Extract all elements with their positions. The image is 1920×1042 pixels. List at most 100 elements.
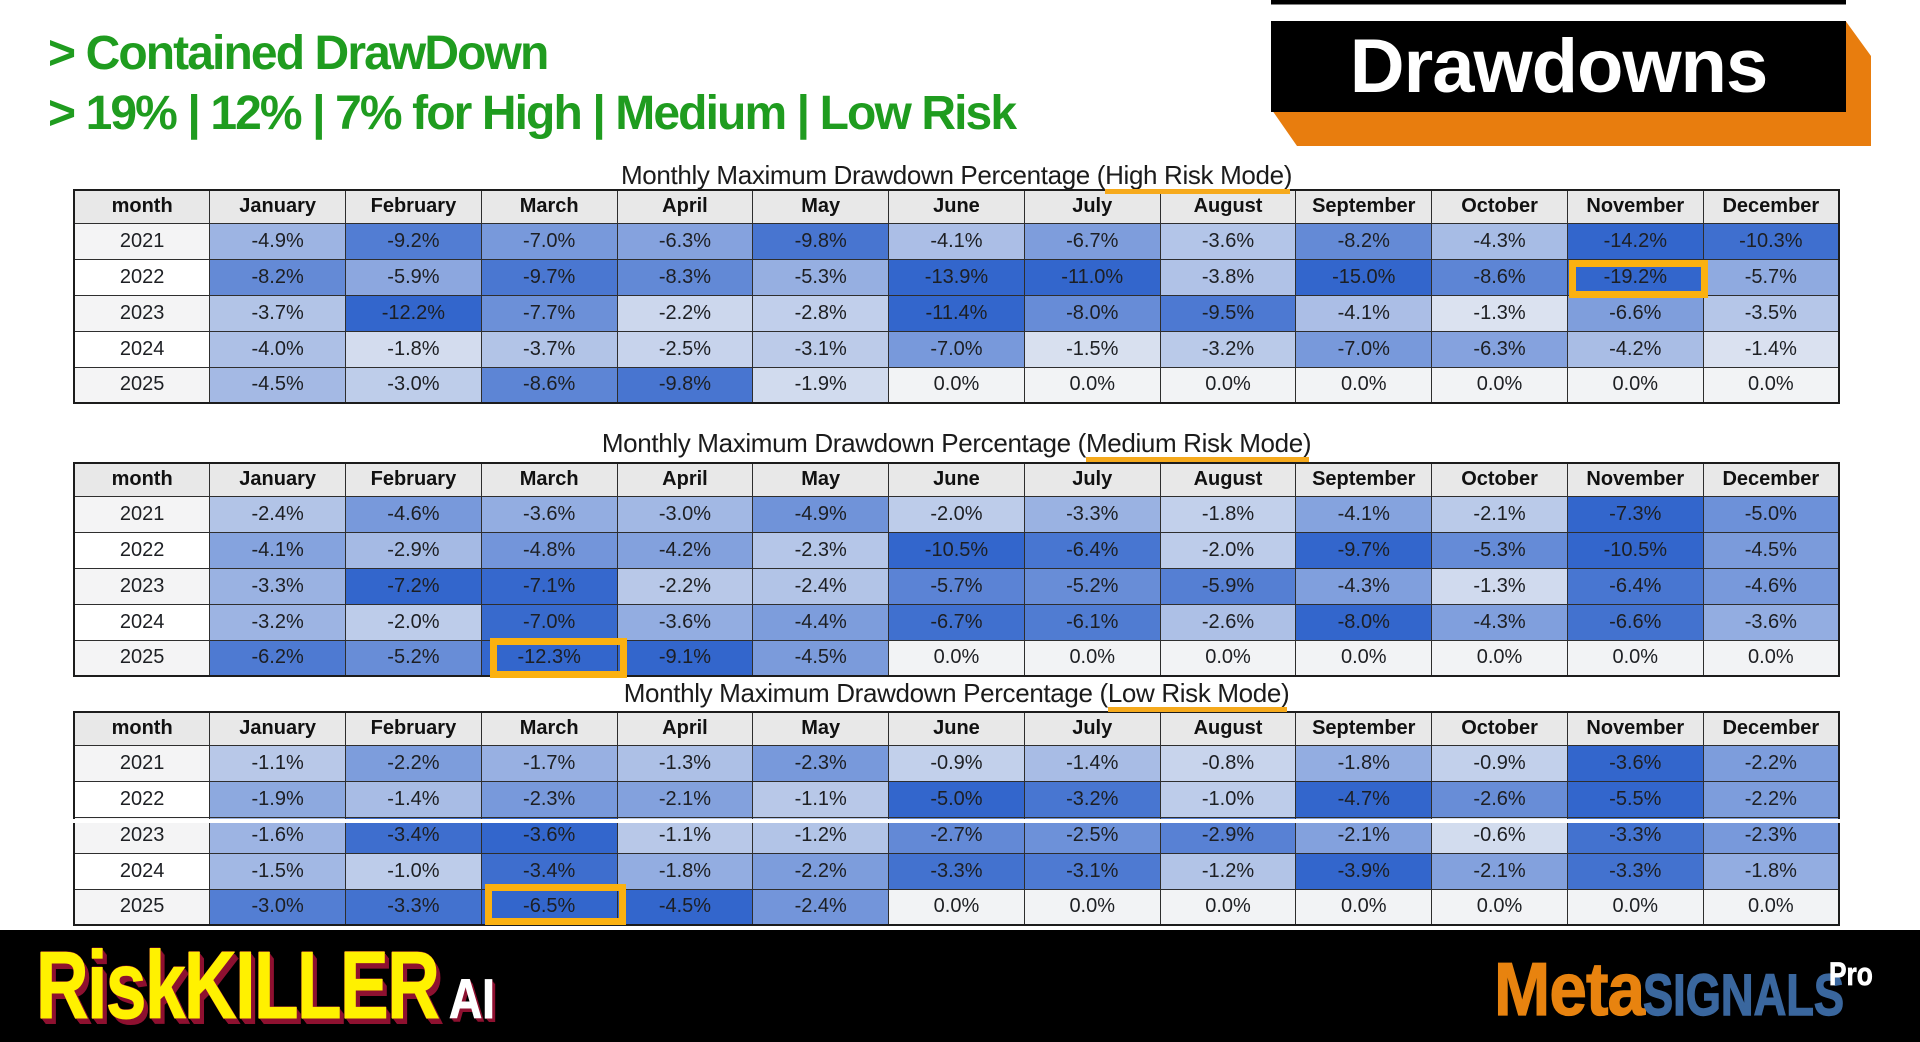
value-cell: -7.2% — [345, 567, 482, 605]
value-cell: -4.9% — [209, 222, 347, 260]
year-cell: 2021 — [73, 744, 211, 782]
cell-highlight-box — [490, 638, 628, 678]
table-row: 2024 -4.0% -1.8% -3.7% -2.5% -3.1% -7.0% -1.5% -… — [73, 330, 1840, 368]
value-cell: -3.0% — [209, 888, 347, 926]
value-cell: -6.7% — [888, 603, 1025, 641]
value-cell: -2.2% — [1702, 780, 1840, 818]
value-cell: 0.0% — [1702, 639, 1840, 677]
column-header: July — [1023, 189, 1161, 224]
metasignals-logo-signals: SIGNALS — [1642, 963, 1845, 1028]
table-row: 2021 -1.1% -2.2% -1.7% -1.3% -2.3% -0.9% -1.4% -… — [73, 744, 1840, 782]
column-header: March — [480, 462, 618, 497]
value-cell: 0.0% — [1566, 639, 1704, 677]
value-cell: -2.9% — [345, 531, 482, 569]
value-cell: -3.3% — [345, 888, 482, 926]
year-cell: 2025 — [73, 366, 211, 404]
value-cell: -9.7% — [1295, 531, 1433, 569]
cell-highlight-box — [1569, 260, 1709, 298]
column-header: April — [616, 462, 754, 497]
value-cell: -3.8% — [1159, 258, 1297, 296]
value-cell: -1.3% — [1431, 567, 1568, 605]
year-cell: 2022 — [73, 531, 211, 569]
value-cell: -1.4% — [345, 780, 482, 818]
value-cell: -8.6% — [1431, 258, 1568, 296]
year-cell: 2021 — [73, 222, 211, 260]
column-header: May — [752, 462, 890, 497]
value-cell: 0.0% — [1702, 888, 1840, 926]
column-header: March — [480, 711, 618, 746]
title-suffix: ) — [1302, 428, 1312, 458]
value-cell: -2.0% — [345, 603, 482, 641]
value-cell: -2.1% — [616, 780, 754, 818]
value-cell: -4.7% — [1295, 780, 1433, 818]
value-cell: -5.7% — [1702, 258, 1840, 296]
column-header: February — [345, 189, 482, 224]
value-cell: -9.5% — [1159, 294, 1297, 332]
value-cell: -1.3% — [1431, 294, 1568, 332]
value-cell: -6.3% — [1431, 330, 1568, 368]
column-header: February — [345, 462, 482, 497]
value-cell: -3.9% — [1295, 852, 1433, 890]
value-cell: -4.3% — [1431, 222, 1568, 260]
value-cell: -11.4% — [888, 294, 1025, 332]
value-cell: -9.2% — [345, 222, 482, 260]
table-title-low: Monthly Maximum Drawdown Percentage (Low… — [73, 677, 1840, 709]
value-cell: -9.1% — [616, 639, 754, 677]
value-cell: -5.2% — [1023, 567, 1161, 605]
value-cell: -2.6% — [1431, 780, 1568, 818]
value-cell: -3.3% — [1023, 495, 1161, 533]
column-header: June — [888, 462, 1025, 497]
value-cell: 0.0% — [1566, 888, 1704, 926]
value-cell: -7.0% — [1295, 330, 1433, 368]
table-title-high: Monthly Maximum Drawdown Percentage (Hig… — [73, 159, 1840, 191]
value-cell: -4.3% — [1295, 567, 1433, 605]
table-row: 2024 -3.2% -2.0% -7.0% -3.6% -4.4% -6.7% -6.1% -… — [73, 603, 1840, 641]
table-row: 2024 -1.5% -1.0% -3.4% -1.8% -2.2% -3.3% -3.1% -… — [73, 852, 1840, 890]
value-cell: -8.3% — [616, 258, 754, 296]
value-cell: -5.5% — [1566, 780, 1704, 818]
value-cell: 0.0% — [888, 888, 1025, 926]
value-cell: -2.2% — [616, 567, 754, 605]
value-cell: -3.6% — [1702, 603, 1840, 641]
table-row: 2025 -6.2% -5.2% -12.3% -9.1% -4.5% 0.0% 0.0% 0.… — [73, 639, 1840, 677]
value-cell: 0.0% — [1431, 366, 1568, 404]
column-header: October — [1431, 462, 1568, 497]
value-cell: -3.1% — [752, 330, 890, 368]
value-cell: -5.7% — [888, 567, 1025, 605]
value-cell: -7.0% — [480, 603, 618, 641]
value-cell: -4.2% — [616, 531, 754, 569]
value-cell: -1.3% — [616, 744, 754, 782]
value-cell: -2.1% — [1295, 816, 1433, 854]
column-header: September — [1295, 462, 1433, 497]
value-cell: -0.9% — [1431, 744, 1568, 782]
value-cell: 0.0% — [1159, 639, 1297, 677]
column-header: January — [209, 462, 347, 497]
value-cell: -1.4% — [1023, 744, 1161, 782]
drawdown-table-high: month January February March April May June Jul… — [73, 189, 1840, 404]
table-row: 2022 -8.2% -5.9% -9.7% -8.3% -5.3% -13.9% -11.0… — [73, 258, 1840, 296]
footer-bar: RiskKILLER AI Meta SIGNALS Pro — [0, 930, 1920, 1042]
value-cell: 0.0% — [1295, 366, 1433, 404]
value-cell: -3.6% — [1566, 744, 1704, 782]
value-cell: -0.6% — [1431, 816, 1568, 854]
value-cell: -7.1% — [480, 567, 618, 605]
year-cell: 2022 — [73, 258, 211, 296]
title-underlined-part: Medium Risk Mode — [1085, 428, 1303, 458]
value-cell: 0.0% — [1702, 366, 1840, 404]
column-header: March — [480, 189, 618, 224]
value-cell: -5.0% — [888, 780, 1025, 818]
column-header: June — [888, 711, 1025, 746]
column-header: August — [1159, 711, 1297, 746]
value-cell: -7.0% — [480, 222, 618, 260]
riskkiller-logo-suffix: AI — [449, 967, 496, 1031]
title-suffix: ) — [1281, 678, 1290, 708]
drawdowns-badge: Drawdowns — [1266, 0, 1878, 150]
value-cell: -7.3% — [1566, 495, 1704, 533]
table-row: 2022 -1.9% -1.4% -2.3% -2.1% -1.1% -5.0% -3.2% -… — [73, 780, 1840, 818]
value-cell: -2.1% — [1431, 495, 1568, 533]
drawdown-table-low: month January February March April May June Jul… — [73, 711, 1840, 926]
value-cell: -10.3% — [1702, 222, 1840, 260]
title-suffix: ) — [1283, 160, 1293, 190]
value-cell: -5.2% — [345, 639, 482, 677]
drawdown-table-medium: month January February March April May June Jul… — [73, 462, 1840, 677]
